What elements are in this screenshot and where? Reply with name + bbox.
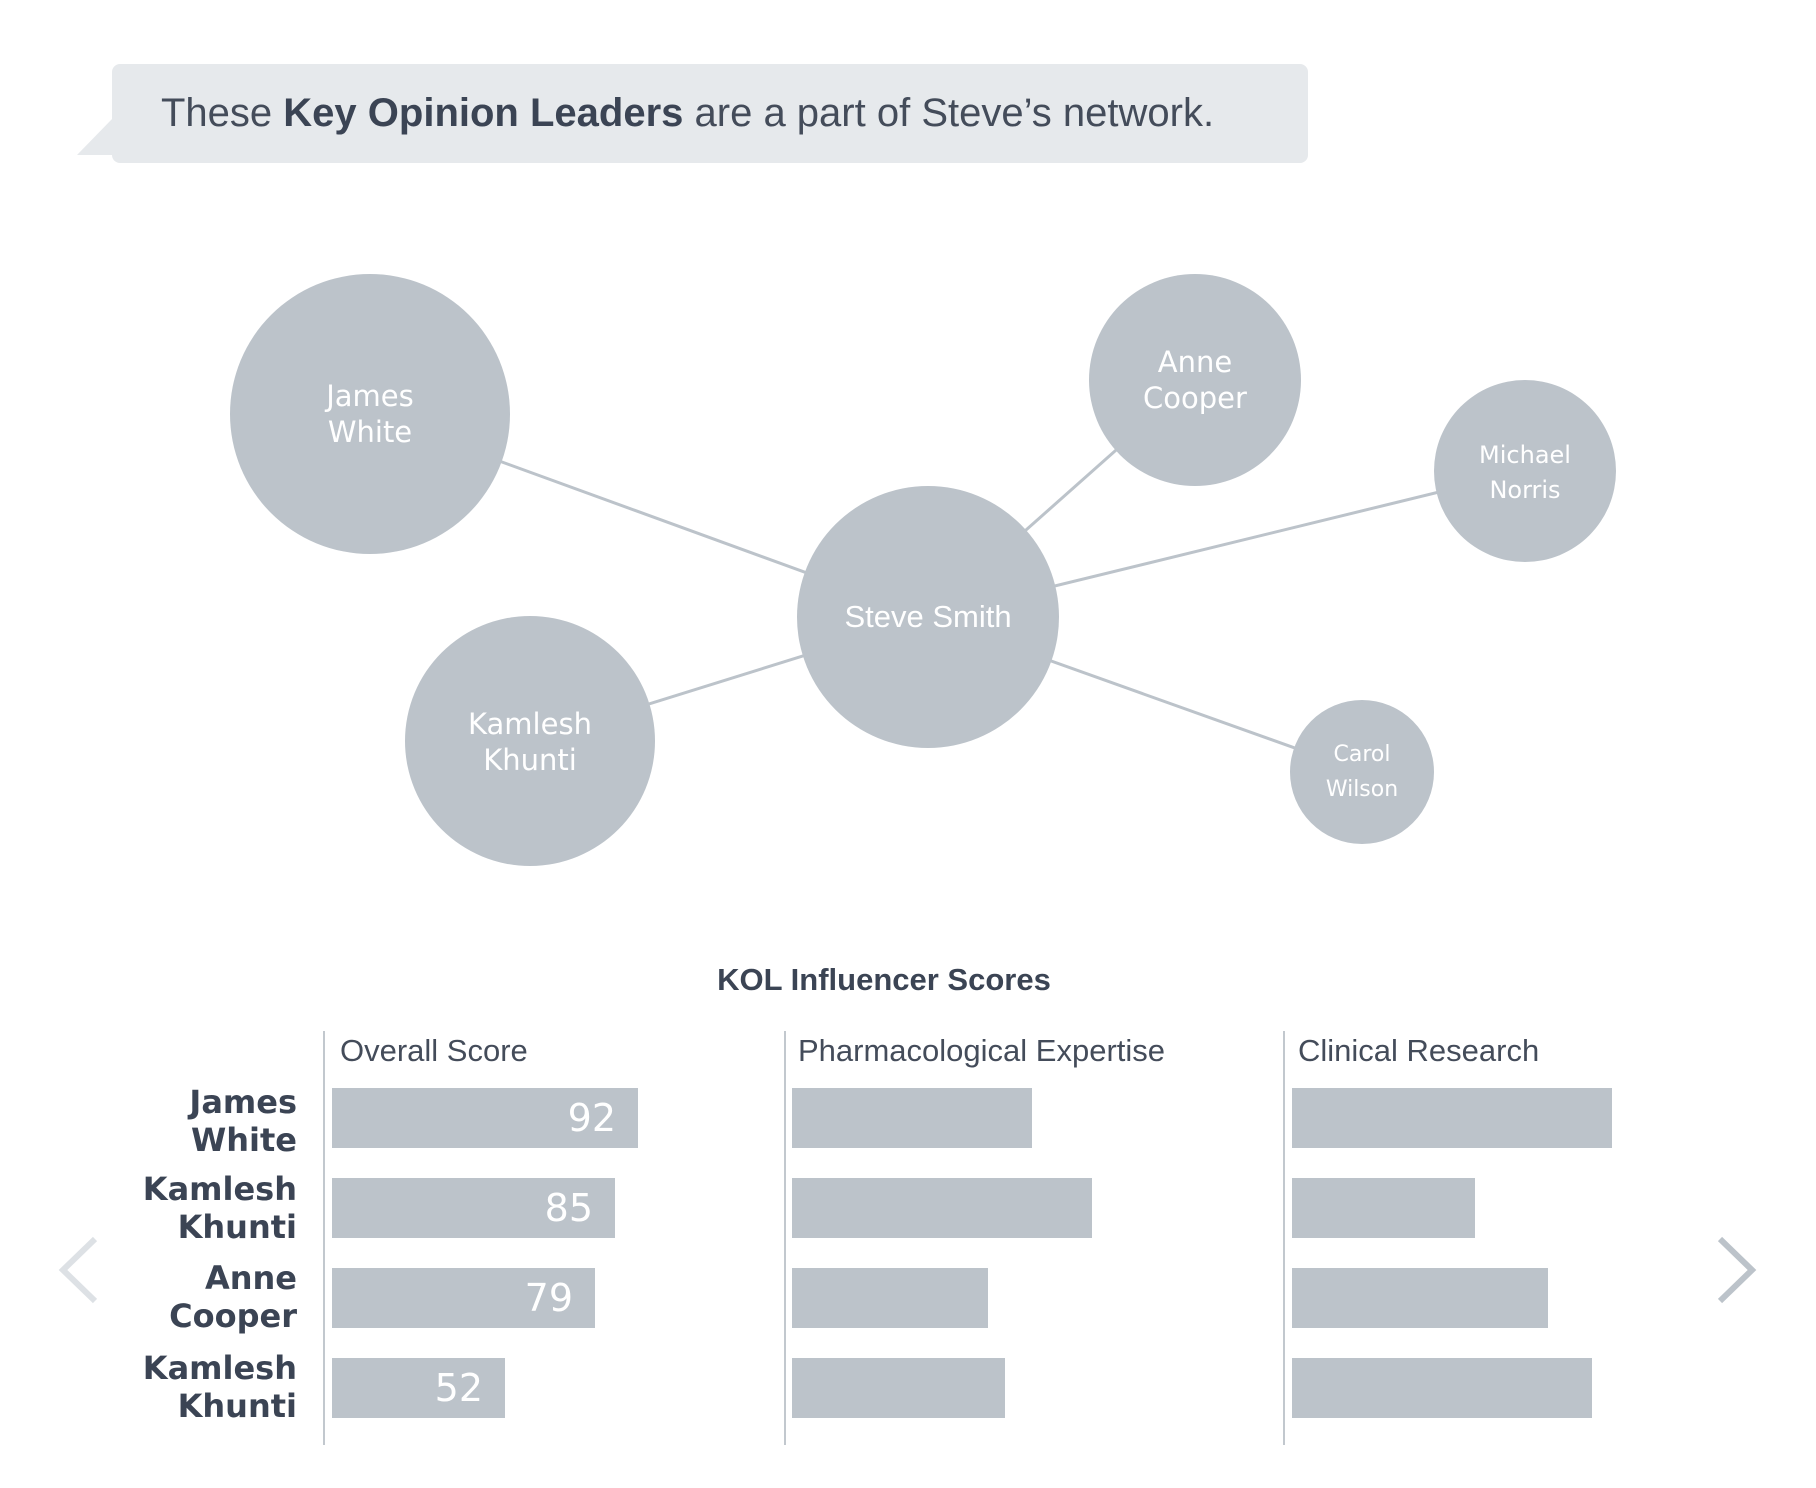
bar-overall: 92 (332, 1088, 638, 1148)
node-label-line1: Anne (1158, 345, 1232, 379)
row-label-line2: Khunti (177, 1387, 297, 1425)
network-node-steve-smith[interactable]: Steve Smith (797, 486, 1059, 748)
row-label: Kamlesh Khunti (117, 1170, 297, 1246)
network-node-james-white[interactable]: James White (230, 274, 510, 554)
node-circle (230, 274, 510, 554)
bar-pharmacological (792, 1088, 1032, 1148)
bar-overall: 52 (332, 1358, 505, 1418)
row-label-line1: Kamlesh (142, 1170, 297, 1208)
row-label-line1: Kamlesh (142, 1349, 297, 1387)
row-label: Anne Cooper (117, 1259, 297, 1335)
bar-clinical (1292, 1268, 1548, 1328)
panel-divider-pharmacological (784, 1031, 786, 1445)
bar-value-label: 85 (544, 1186, 593, 1230)
row-label-line2: White (190, 1121, 297, 1159)
bar-value-label: 79 (524, 1276, 573, 1320)
center-node-label: Steve Smith (844, 599, 1011, 634)
panel-header-overall: Overall Score (340, 1033, 528, 1068)
network-node-kamlesh-khunti[interactable]: Kamlesh Khunti (405, 616, 655, 866)
chevron-left-icon[interactable] (55, 1235, 105, 1305)
bar-value-label: 92 (567, 1096, 616, 1140)
node-circle (1089, 274, 1301, 486)
node-label-line1: Carol (1334, 742, 1391, 767)
row-label-line1: Anne (204, 1259, 297, 1297)
network-node-michael-norris[interactable]: Michael Norris (1434, 380, 1616, 562)
kol-network-diagram: James White Kamlesh Khunti Anne Cooper M… (230, 274, 1616, 866)
network-node-anne-cooper[interactable]: Anne Cooper (1089, 274, 1301, 486)
node-circle (1290, 700, 1434, 844)
node-label-line2: Wilson (1326, 777, 1398, 802)
network-node-carol-wilson[interactable]: Carol Wilson (1290, 700, 1434, 844)
bar-overall: 79 (332, 1268, 595, 1328)
panel-header-clinical: Clinical Research (1298, 1033, 1540, 1068)
panel-header-pharmacological: Pharmacological Expertise (798, 1033, 1166, 1068)
node-circle (1434, 380, 1616, 562)
node-circle (405, 616, 655, 866)
bar-value-label: 52 (434, 1366, 483, 1410)
header-speech-bubble: These Key Opinion Leaders are a part of … (112, 64, 1308, 163)
panel-divider-overall (323, 1031, 325, 1445)
speech-bubble-tail (77, 118, 113, 155)
node-label-line2: Khunti (483, 743, 577, 777)
header-suffix: are a part of Steve’s network. (683, 91, 1215, 135)
bar-pharmacological (792, 1178, 1092, 1238)
row-label-line2: Cooper (169, 1297, 297, 1335)
row-label: James White (117, 1083, 297, 1159)
chart-title: KOL Influencer Scores (717, 962, 1051, 997)
bar-pharmacological (792, 1358, 1005, 1418)
row-label-line1: James (189, 1083, 297, 1121)
header-text: These Key Opinion Leaders are a part of … (161, 91, 1214, 136)
bar-clinical (1292, 1358, 1592, 1418)
center-node-circle (797, 486, 1059, 748)
node-label-line2: Cooper (1143, 381, 1247, 415)
header-emphasis: Key Opinion Leaders (283, 91, 684, 135)
bar-pharmacological (792, 1268, 988, 1328)
panel-divider-clinical (1283, 1031, 1285, 1445)
row-label-line2: Khunti (177, 1208, 297, 1246)
header-prefix: These (161, 91, 284, 135)
chevron-right-icon[interactable] (1710, 1235, 1760, 1305)
node-label-line1: Michael (1479, 441, 1571, 469)
bar-overall: 85 (332, 1178, 615, 1238)
node-label-line2: White (328, 415, 412, 449)
node-label-line1: Kamlesh (468, 707, 592, 741)
node-label-line1: James (324, 379, 414, 413)
node-label-line2: Norris (1489, 476, 1560, 504)
row-label: Kamlesh Khunti (117, 1349, 297, 1425)
bar-clinical (1292, 1088, 1612, 1148)
bar-clinical (1292, 1178, 1475, 1238)
